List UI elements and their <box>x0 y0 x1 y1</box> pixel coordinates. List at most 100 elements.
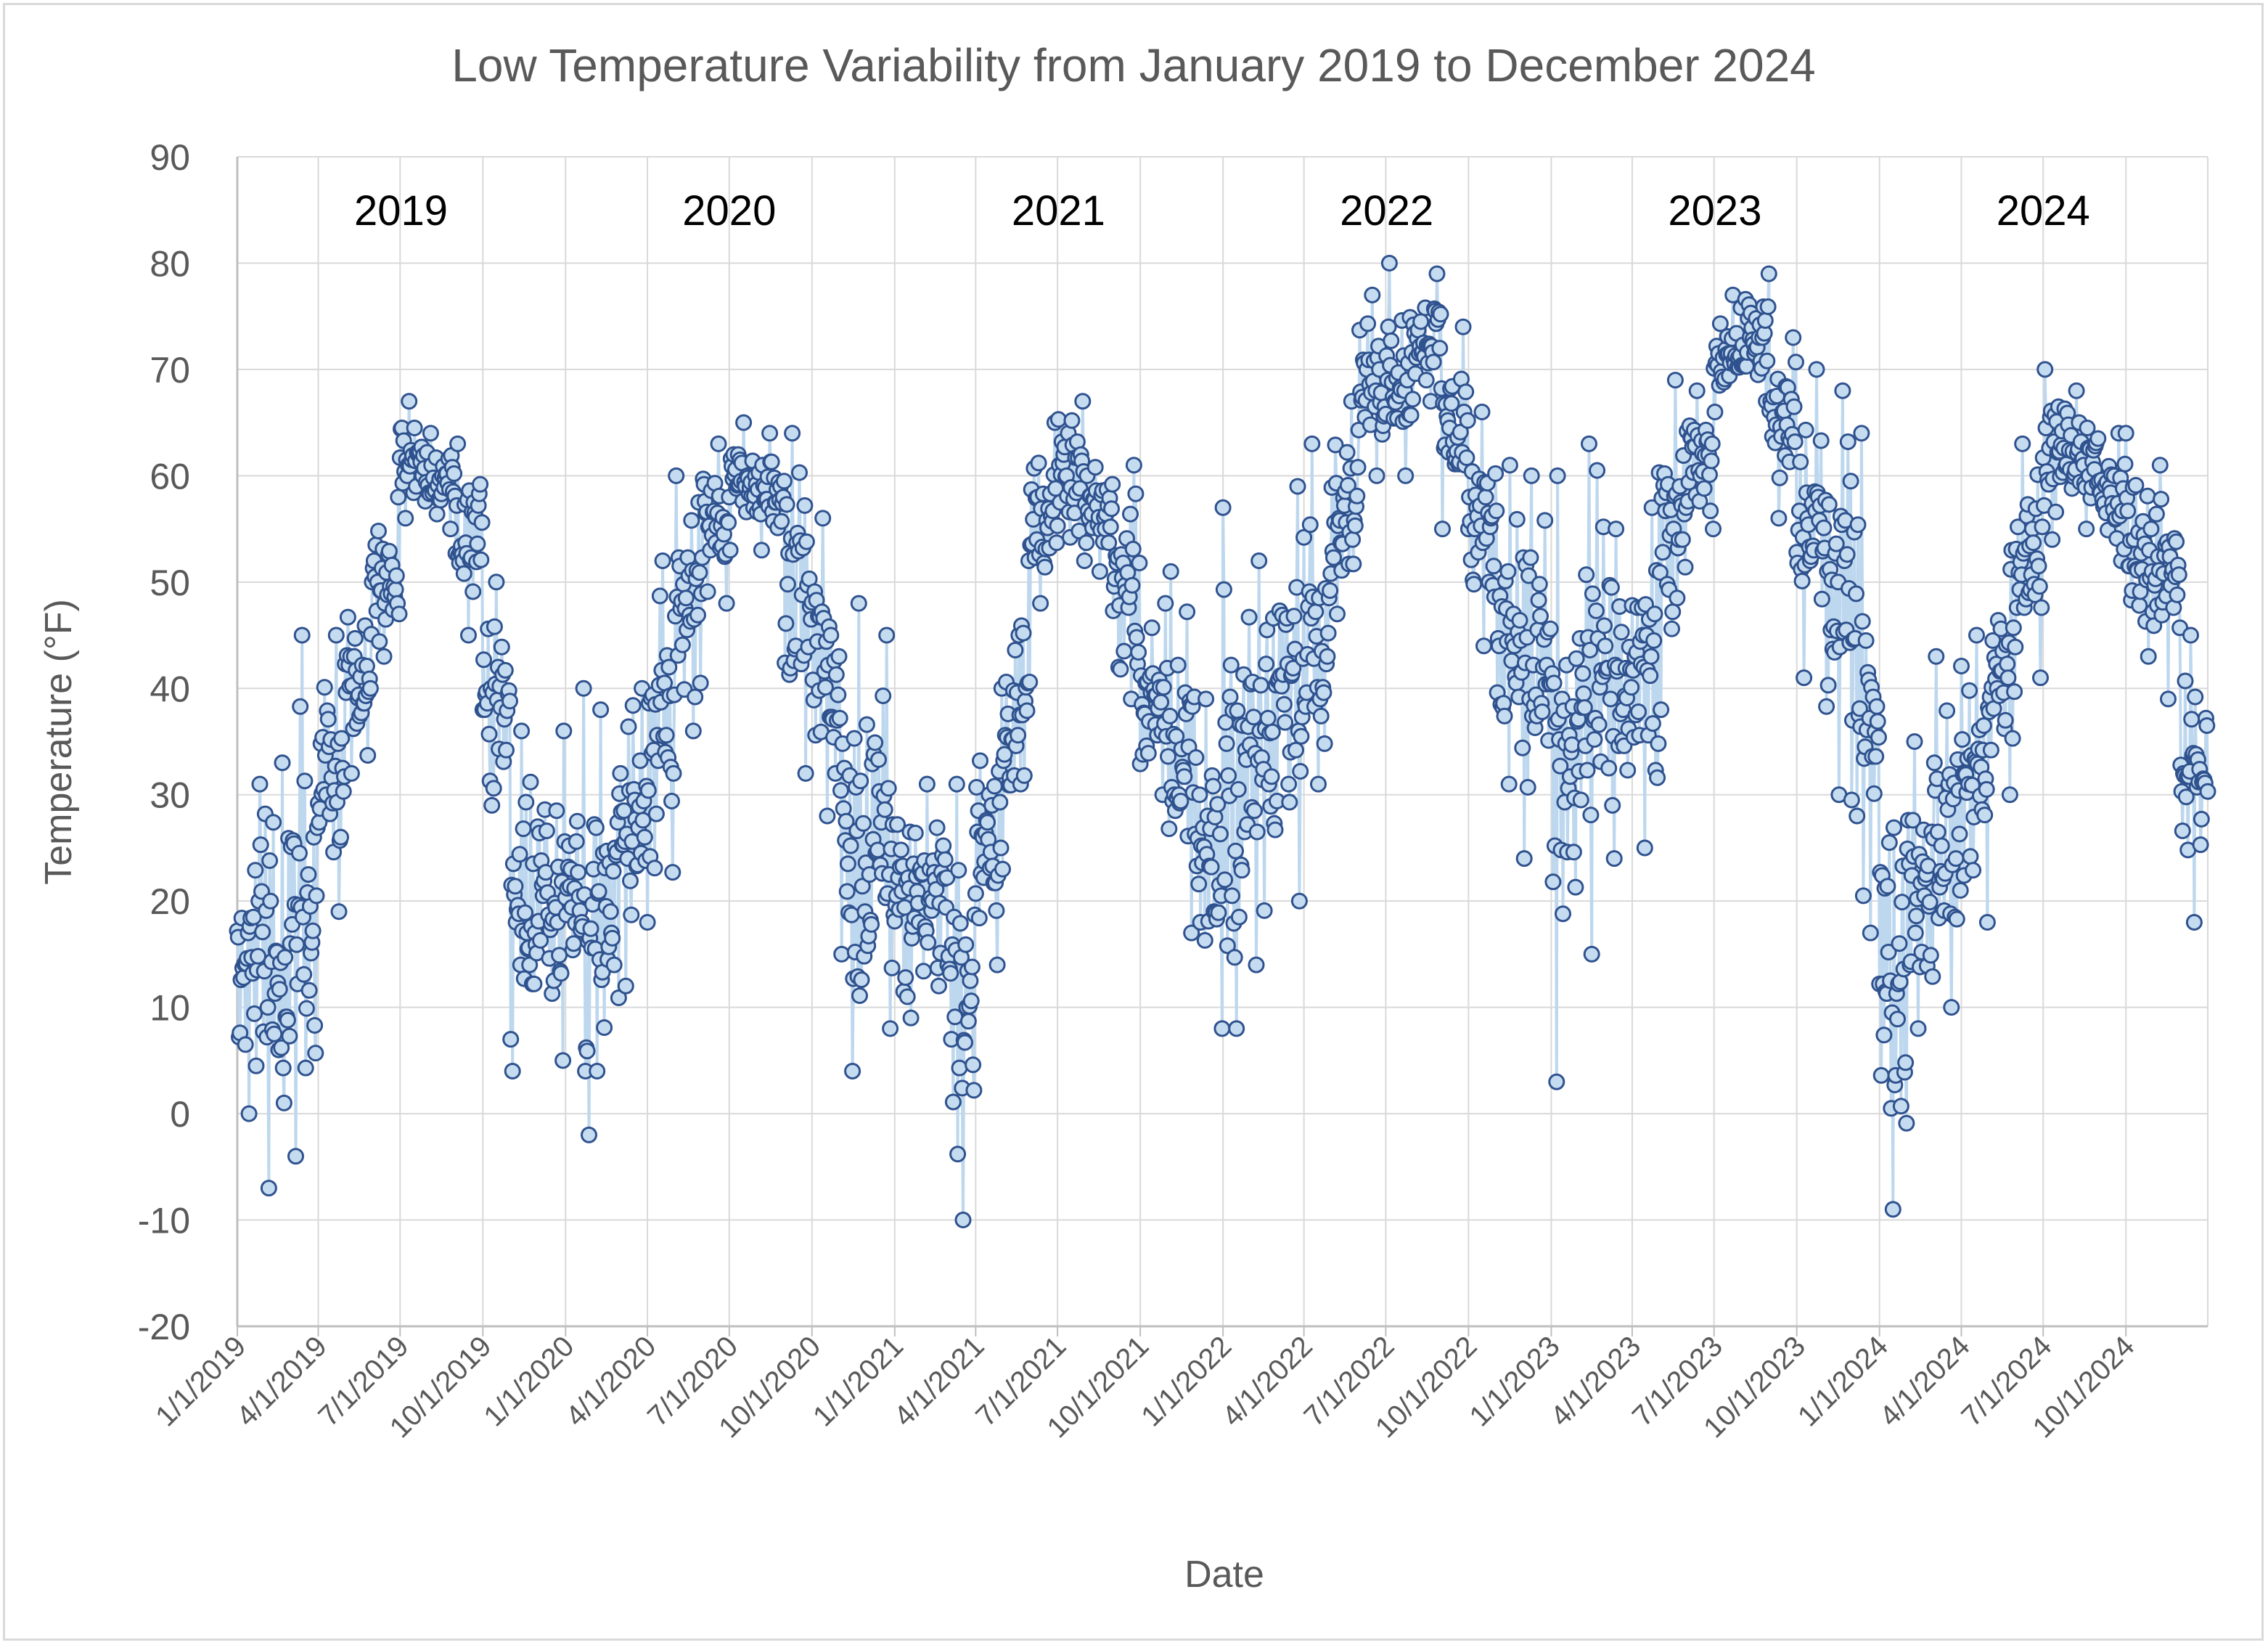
data-point <box>1649 769 1666 786</box>
data-point <box>1266 821 1284 838</box>
data-point <box>330 903 348 921</box>
data-point <box>830 686 847 703</box>
data-point <box>1584 585 1601 603</box>
data-point <box>735 414 753 431</box>
data-point <box>798 533 815 550</box>
data-point <box>1646 605 1663 623</box>
data-point <box>1536 512 1554 529</box>
y-tick-label: 30 <box>150 775 190 816</box>
data-point <box>1501 457 1518 474</box>
data-point <box>1602 690 1619 708</box>
data-point <box>1499 563 1517 580</box>
data-point <box>1808 361 1825 378</box>
year-label-2019: 2019 <box>354 187 448 234</box>
data-point <box>1295 528 1313 546</box>
data-point <box>1473 404 1491 420</box>
data-point <box>1654 544 1671 561</box>
data-point <box>262 892 279 910</box>
data-point <box>1230 908 1248 926</box>
data-point <box>843 906 860 923</box>
data-point <box>651 587 668 605</box>
data-point <box>1215 581 1232 598</box>
data-point <box>1049 411 1067 428</box>
data-point <box>1454 318 1472 335</box>
data-point <box>1169 656 1187 674</box>
data-point <box>1600 759 1618 777</box>
data-point <box>1827 535 1845 552</box>
data-point <box>2047 503 2065 521</box>
data-point <box>1812 432 1830 449</box>
data-point <box>1653 701 1670 719</box>
data-point <box>1322 582 1339 599</box>
data-point <box>1586 731 1603 748</box>
data-point <box>880 780 897 797</box>
data-point <box>590 883 607 900</box>
data-point <box>663 793 680 809</box>
data-point <box>1315 684 1332 701</box>
data-point <box>304 922 322 939</box>
data-point <box>858 716 875 733</box>
data-point <box>1793 572 1811 589</box>
data-point <box>2170 566 2187 584</box>
data-point <box>1565 844 1582 861</box>
data-point <box>1368 467 1385 484</box>
data-point <box>991 793 1009 811</box>
data-point <box>936 851 954 868</box>
data-point <box>791 464 808 481</box>
data-point <box>612 764 629 782</box>
data-point <box>1771 469 1788 486</box>
data-point <box>1578 566 1595 584</box>
data-point <box>1813 590 1830 608</box>
data-point <box>307 1045 324 1062</box>
data-point <box>928 819 946 836</box>
y-tick-label: 80 <box>150 243 190 284</box>
data-point <box>522 773 539 791</box>
data-point <box>502 1031 520 1048</box>
x-axis-title: Date <box>1184 1554 1264 1596</box>
data-point <box>1285 659 1302 677</box>
chart-title: Low Temperature Variability from January… <box>451 39 1816 91</box>
data-point <box>1925 754 1943 772</box>
data-point <box>1613 624 1630 641</box>
data-point <box>838 883 856 900</box>
data-point <box>1880 944 1897 960</box>
data-point <box>852 772 869 790</box>
data-point <box>1345 555 1362 573</box>
data-point <box>359 747 377 764</box>
data-point <box>1457 383 1475 401</box>
data-point <box>1796 669 1813 687</box>
data-point <box>428 505 446 523</box>
data-point <box>970 910 988 927</box>
data-point <box>455 565 472 582</box>
data-point <box>1319 624 1337 642</box>
data-point <box>1572 791 1589 809</box>
data-point <box>2199 783 2216 800</box>
data-point <box>343 764 360 782</box>
data-point <box>587 819 605 836</box>
data-point <box>1312 707 1330 724</box>
data-point <box>1531 576 1548 593</box>
data-point <box>634 812 652 829</box>
data-point <box>1666 372 1684 389</box>
y-tick-label: 90 <box>150 137 190 178</box>
data-point <box>1488 502 1505 520</box>
data-point <box>898 988 916 1005</box>
data-point <box>1530 592 1547 609</box>
data-point <box>1965 862 1982 879</box>
data-point <box>2117 425 2134 442</box>
data-point <box>293 626 311 644</box>
data-point <box>1229 780 1247 798</box>
data-point <box>1287 741 1304 759</box>
data-point <box>1943 999 1960 1016</box>
data-point <box>339 608 356 626</box>
data-point <box>237 1036 254 1053</box>
y-tick-label: 40 <box>150 669 190 709</box>
data-point <box>844 1063 861 1079</box>
data-point <box>1962 848 1979 865</box>
data-point <box>819 807 836 825</box>
data-point <box>1542 620 1559 637</box>
data-point <box>1285 608 1303 625</box>
data-point <box>1642 667 1659 685</box>
data-point <box>2153 491 2170 508</box>
data-point <box>1968 626 1985 644</box>
